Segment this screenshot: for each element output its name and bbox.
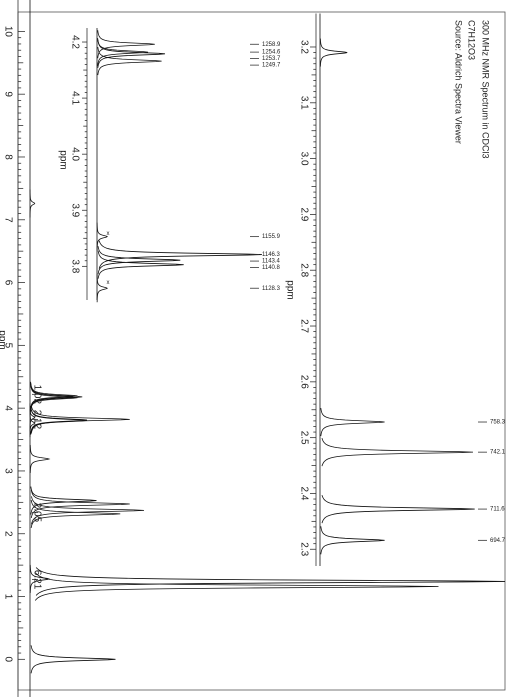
x-tick-label: 9	[2, 91, 13, 97]
x-axis-label: ppm	[57, 150, 68, 169]
peak	[29, 445, 51, 474]
x-tick-label: 5	[2, 343, 13, 349]
peak-label: 694.7	[490, 538, 506, 544]
peak-label: 1143.4	[262, 259, 281, 265]
x-tick-label: 3.1	[298, 96, 309, 110]
x-tick-label: 2.9	[298, 207, 309, 221]
peak-label: 1258.9	[262, 42, 281, 48]
peak	[320, 407, 385, 437]
x-tick-label: 2	[2, 531, 13, 537]
peak	[29, 189, 36, 218]
x-tick-label: 4.1	[69, 91, 80, 105]
peak-label: 1146.3	[262, 252, 281, 258]
peak	[29, 409, 36, 438]
peak	[30, 499, 121, 528]
peak	[321, 438, 474, 467]
x-tick-label: 7	[2, 217, 13, 223]
peak-label: 711.6	[490, 507, 505, 513]
peak-label: 758.3	[490, 420, 506, 426]
x-tick-label: 3.0	[298, 152, 309, 166]
x-axis-label: ppm	[284, 280, 295, 299]
integral-label: 2.12	[31, 410, 42, 430]
chart-title: 300 MHz NMR Spectrum in CDCl3	[481, 20, 491, 159]
x-axis-label: ppm	[0, 330, 7, 349]
peak	[30, 405, 130, 434]
peak-label: 742.1	[490, 450, 506, 456]
peak	[320, 526, 385, 555]
peak-label: 1254.6	[262, 50, 281, 56]
x-tick-label: 2.8	[298, 263, 309, 277]
peak	[98, 240, 262, 269]
x-tick-label: 8	[2, 154, 13, 160]
peak	[34, 572, 439, 601]
impurity-marker: x	[107, 280, 110, 286]
x-tick-label: 0	[2, 657, 13, 663]
peak	[97, 30, 155, 59]
peak	[97, 39, 166, 68]
x-tick-label: 6	[2, 280, 13, 286]
x-tick-label: 2.7	[298, 319, 309, 333]
integral-label: 1.02	[31, 385, 42, 405]
frame	[17, 11, 506, 691]
x-tick-label: 3.9	[69, 203, 80, 217]
peak-label: 1253.7	[262, 56, 281, 62]
x-tick-label: 2.3	[298, 542, 309, 556]
source: Source: Aldrich Spectra Viewer	[454, 20, 464, 144]
peak	[97, 250, 184, 279]
peak-label: 1128.3	[262, 286, 281, 292]
peak-label: 1249.7	[262, 63, 281, 69]
impurity-marker: x	[107, 231, 110, 237]
x-tick-label: 3.8	[69, 259, 80, 273]
x-tick-label: 3.2	[298, 40, 309, 54]
x-tick-label: 4	[2, 405, 13, 411]
peak-label: 1155.9	[262, 234, 281, 240]
peak	[30, 645, 116, 674]
peak	[31, 496, 145, 525]
x-tick-label: 2.6	[298, 375, 309, 389]
peak	[30, 406, 88, 435]
peak	[96, 274, 109, 303]
peak	[35, 567, 506, 596]
x-tick-label: 2.5	[298, 431, 309, 445]
peak	[29, 403, 36, 432]
x-tick-label: 4.2	[69, 35, 80, 49]
peak-label: 1140.8	[262, 265, 281, 271]
peak	[321, 494, 475, 524]
x-tick-label: 4.0	[69, 147, 80, 161]
x-tick-label: 2.4	[298, 486, 309, 500]
integral-label: 2.05	[31, 503, 42, 523]
peak	[30, 489, 130, 519]
peak	[96, 222, 109, 251]
integral-label: 6.21	[31, 570, 42, 590]
x-tick-label: 10	[2, 26, 13, 38]
peak	[97, 47, 162, 76]
peak	[97, 246, 181, 275]
peak	[319, 38, 348, 67]
x-tick-label: 3	[2, 468, 13, 474]
x-tick-label: 1	[2, 594, 13, 600]
formula: C7H12O3	[467, 20, 477, 60]
